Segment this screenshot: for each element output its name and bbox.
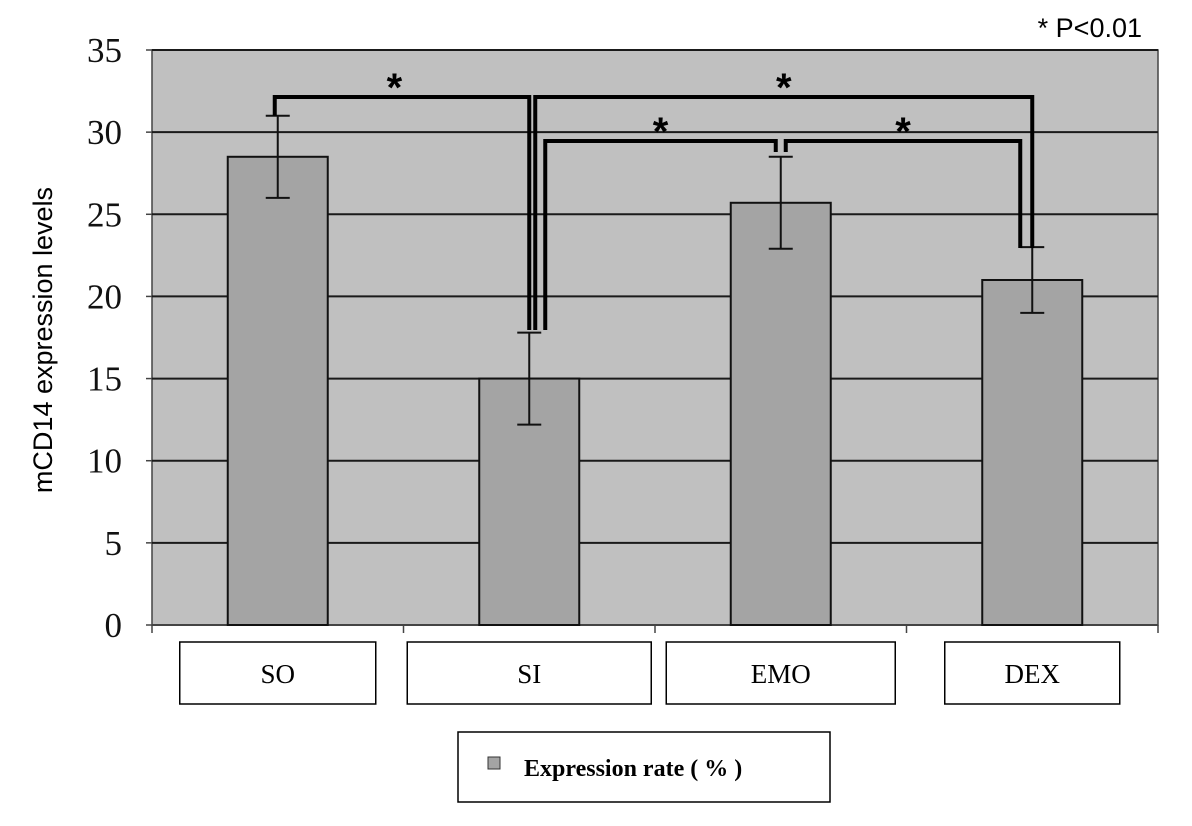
error-bar-si xyxy=(517,331,542,426)
significance-star: * xyxy=(653,110,669,154)
significance-bracket: * xyxy=(783,110,1023,248)
legend: Expression rate ( % ) xyxy=(457,731,831,803)
y-tick-label: 30 xyxy=(87,113,122,152)
significance-star: * xyxy=(387,66,403,110)
y-tick-label: 10 xyxy=(87,442,122,481)
significance-bracket: * xyxy=(543,110,778,330)
y-tick-label: 5 xyxy=(105,524,123,563)
bar-emo xyxy=(729,201,832,627)
category-box xyxy=(944,641,1121,705)
y-tick-label: 0 xyxy=(105,606,123,645)
category-label: DEX xyxy=(1005,659,1061,689)
y-tick-label: 35 xyxy=(87,31,122,70)
category-label: SO xyxy=(260,659,295,689)
category-box xyxy=(406,641,652,705)
bracket-line xyxy=(533,95,1035,330)
x-axis-categories: SO SI EMO DEX xyxy=(179,641,1121,705)
error-bar-emo xyxy=(768,155,793,250)
bracket-line xyxy=(783,139,1023,248)
error-bar-so xyxy=(265,114,290,199)
bracket-line xyxy=(543,139,778,330)
bracket-line xyxy=(272,95,532,330)
legend-swatch xyxy=(487,756,501,770)
legend-box xyxy=(457,731,831,803)
significance-star: * xyxy=(776,66,792,110)
y-tick-label: 25 xyxy=(87,195,122,234)
category-label: EMO xyxy=(751,659,811,689)
significance-bracket: * xyxy=(533,66,1035,330)
legend-label: Expression rate ( % ) xyxy=(524,756,742,782)
significance-star: * xyxy=(895,110,911,154)
category-box xyxy=(179,641,377,705)
bar-so xyxy=(226,155,329,627)
y-tick-label: 20 xyxy=(87,277,122,316)
category-box xyxy=(665,641,896,705)
y-tick-label: 15 xyxy=(87,360,122,399)
y-axis-label: mCD14 expression levels xyxy=(28,187,58,493)
category-label: SI xyxy=(517,659,541,689)
bar-dex xyxy=(981,279,1084,626)
y-axis-ticks: 0 5 10 15 20 25 30 35 xyxy=(87,31,152,645)
significance-note: * P<0.01 xyxy=(1038,13,1142,43)
significance-brackets: * * * * xyxy=(272,66,1035,330)
error-bars xyxy=(265,114,1045,426)
significance-bracket: * xyxy=(272,66,532,330)
